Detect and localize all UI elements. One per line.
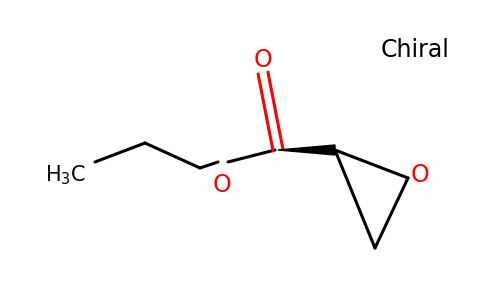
Text: O: O	[410, 163, 429, 187]
Text: Chiral: Chiral	[380, 38, 450, 62]
Polygon shape	[278, 145, 335, 155]
Text: H$_3$C: H$_3$C	[45, 163, 86, 187]
Text: O: O	[254, 48, 272, 72]
Text: O: O	[212, 173, 231, 197]
